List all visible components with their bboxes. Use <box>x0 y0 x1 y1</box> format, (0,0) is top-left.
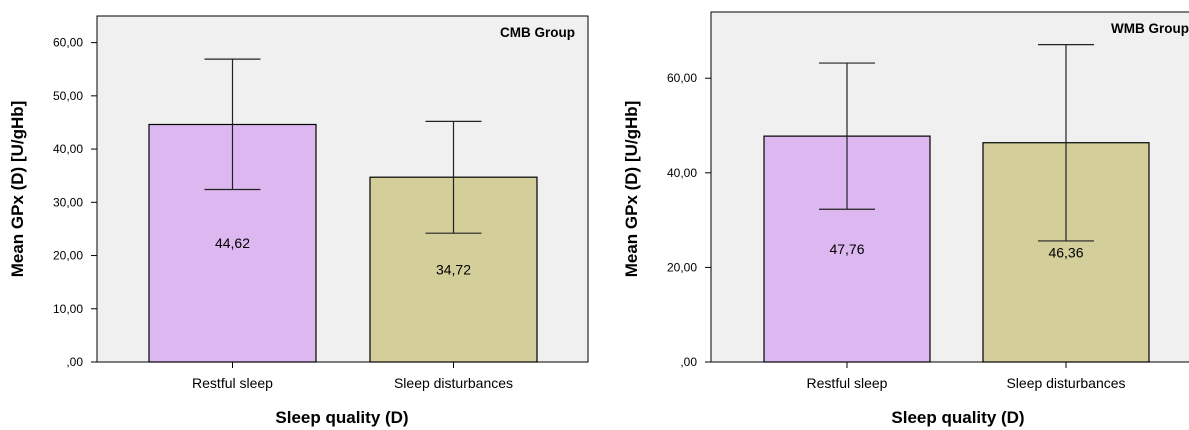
y-tick-label: 40,00 <box>667 166 697 180</box>
y-tick-label: ,00 <box>66 355 83 369</box>
x-tick-label: Restful sleep <box>192 375 273 391</box>
x-axis: Restful sleep Sleep disturbances <box>807 362 1126 391</box>
y-tick-label: 60,00 <box>53 36 83 50</box>
y-tick-label: 10,00 <box>53 302 83 316</box>
y-axis: ,00 20,00 40,00 60,00 <box>667 71 711 369</box>
chart-panel-cmb: CMB Group ,00 10,00 20,00 30,00 40,00 50,00 60… <box>8 15 589 427</box>
y-axis: ,00 10,00 20,00 30,00 40,00 50,00 60,00 <box>53 36 97 369</box>
y-axis-title: Mean GPx (D) [U/gHb] <box>8 101 27 278</box>
y-tick-label: 20,00 <box>667 260 697 274</box>
x-axis-title: Sleep quality (D) <box>275 408 408 427</box>
y-tick-label: 60,00 <box>667 71 697 85</box>
y-tick-label: 30,00 <box>53 195 83 209</box>
chart-title: CMB Group <box>500 25 575 40</box>
y-axis-title: Mean GPx (D) [U/gHb] <box>622 101 641 278</box>
data-label: 34,72 <box>436 262 471 278</box>
data-label: 44,62 <box>215 235 250 251</box>
y-tick-label: 40,00 <box>53 142 83 156</box>
y-tick-label: 50,00 <box>53 89 83 103</box>
bars: 47,76 46,36 <box>763 44 1150 363</box>
x-tick-label: Restful sleep <box>807 375 888 391</box>
x-tick-label: Sleep disturbances <box>1006 375 1125 391</box>
data-label: 47,76 <box>829 241 864 257</box>
chart-title: WMB Group <box>1111 21 1189 36</box>
x-axis-title: Sleep quality (D) <box>891 408 1024 427</box>
x-axis: Restful sleep Sleep disturbances <box>192 362 513 391</box>
y-tick-label: ,00 <box>680 355 697 369</box>
bars: 44,62 34,72 <box>148 58 538 363</box>
data-label: 46,36 <box>1048 244 1083 260</box>
y-tick-label: 20,00 <box>53 249 83 263</box>
x-tick-label: Sleep disturbances <box>394 375 513 391</box>
